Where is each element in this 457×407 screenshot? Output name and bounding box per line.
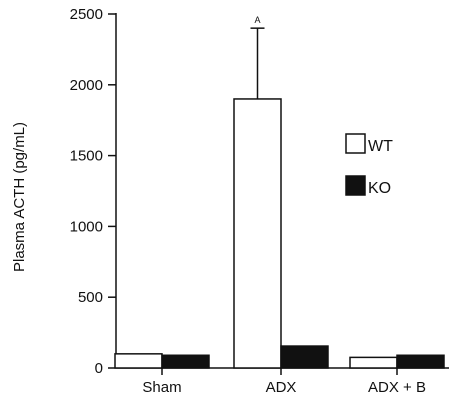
- bar-ko-adx-b: [396, 354, 445, 369]
- y-tick-label: 0: [95, 360, 103, 377]
- x-tick-label: ADX: [266, 379, 297, 396]
- x-axis-ticks: Sham ADX ADX + B: [142, 368, 426, 396]
- significance-annotation: A: [254, 15, 260, 25]
- y-axis-title: Plasma ACTH (pg/mL): [11, 122, 28, 272]
- y-tick-label: 2000: [70, 77, 103, 94]
- chart-legend: WT KO: [345, 133, 393, 197]
- bar-wt-sham: [114, 353, 163, 369]
- bar-ko-sham: [161, 354, 210, 369]
- y-axis-ticks: 0 500 1000 1500 2000 2500: [70, 6, 116, 377]
- bar-wt-adx-b: [349, 356, 398, 369]
- error-bars: [250, 27, 265, 99]
- legend-label-ko: KO: [368, 180, 391, 197]
- chart-annotations: A: [254, 15, 260, 25]
- legend-label-wt: WT: [368, 138, 393, 155]
- y-tick-label: 1500: [70, 148, 103, 165]
- chart-axes: [115, 13, 449, 369]
- x-tick-label: Sham: [142, 379, 181, 396]
- chart-bars: [114, 98, 445, 369]
- legend-swatch-wt: [345, 133, 366, 154]
- x-tick-label: ADX + B: [368, 379, 426, 396]
- legend-swatch-ko: [345, 175, 366, 196]
- y-tick-label: 2500: [70, 6, 103, 23]
- bar-ko-adx: [280, 345, 329, 369]
- y-tick-label: 500: [78, 289, 103, 306]
- bar-wt-adx: [233, 98, 282, 369]
- y-tick-label: 1000: [70, 218, 103, 235]
